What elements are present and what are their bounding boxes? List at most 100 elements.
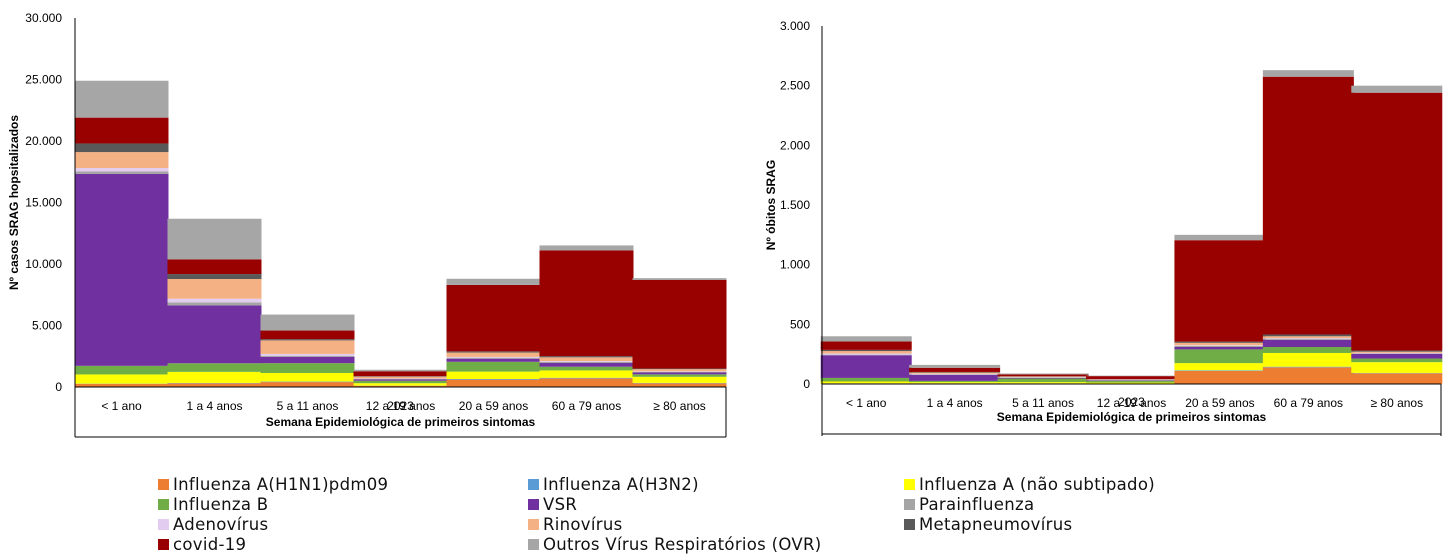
bar-segment-deaths-vsr bbox=[1174, 347, 1266, 350]
legend-swatch-parainfluenza bbox=[904, 498, 915, 510]
legend-label-adenovirus: Adenovírus bbox=[173, 514, 269, 534]
bar-segment-cases-influenza-a-nao-subtipado bbox=[632, 376, 727, 383]
y-axis-title-cases: Nº casos SRAG hopsitalizados bbox=[7, 115, 21, 290]
bar-segment-cases-influenza-b bbox=[446, 361, 541, 372]
legend-swatch-adenovirus bbox=[158, 518, 169, 530]
bar-segment-cases-covid-19 bbox=[539, 250, 634, 357]
category-label-deaths: 20 a 59 anos bbox=[1185, 396, 1254, 410]
bar-segment-cases-covid-19 bbox=[353, 371, 448, 377]
bar-segment-cases-influenza-a-nao-subtipado bbox=[446, 371, 541, 380]
bar-segment-cases-metapneumovirus bbox=[74, 143, 169, 153]
bar-segment-deaths-rinovirus bbox=[997, 376, 1089, 378]
bar-segment-deaths-influenza-a-nao-subtipado bbox=[997, 382, 1089, 384]
legend-item-h1n1: Influenza A(H1N1)pdm09 bbox=[158, 474, 388, 494]
bar-segment-deaths-adenovirus bbox=[1174, 345, 1266, 346]
bar-segment-cases-influenza-a-nao-subtipado bbox=[260, 372, 355, 382]
category-label-cases: 1 a 4 anos bbox=[186, 399, 242, 413]
bar-segment-deaths-vsr bbox=[1086, 380, 1177, 381]
legend-item-flua-ns: Influenza A (não subtipado) bbox=[904, 474, 1155, 494]
bar-segment-cases-vsr bbox=[260, 356, 355, 364]
bar-segment-deaths-covid-19 bbox=[997, 374, 1089, 377]
legend-label-ovr: Outros Vírus Respiratórios (OVR) bbox=[543, 534, 822, 554]
bar-segment-cases-vsr bbox=[539, 363, 634, 367]
bar-segment-cases-influenza-b bbox=[539, 366, 634, 371]
bar-segment-deaths-adenovirus bbox=[820, 353, 912, 355]
bar-segment-cases-metapneumovirus bbox=[167, 274, 262, 280]
bar-segment-deaths-influenza-a-nao-subtipado bbox=[1351, 362, 1443, 373]
bar-segment-cases-influenza-a-h1n1-pdm09 bbox=[260, 382, 355, 387]
bar-segment-cases-vsr bbox=[167, 305, 262, 364]
bar-segment-deaths-outros-virus-respiratorios-ovr bbox=[1174, 234, 1266, 241]
category-label-cases: < 1 ano bbox=[101, 399, 142, 413]
bar-segment-cases-adenovirus bbox=[539, 361, 634, 362]
bar-segment-deaths-adenovirus bbox=[1262, 338, 1354, 339]
bar-segment-cases-parainfluenza bbox=[539, 361, 634, 364]
legend-item-rinovirus: Rinovírus bbox=[528, 514, 623, 534]
bar-segment-cases-influenza-a-h1n1-pdm09 bbox=[632, 383, 727, 387]
bar-segment-cases-influenza-b bbox=[353, 380, 448, 384]
bar-segment-deaths-vsr bbox=[1351, 353, 1443, 359]
bar-segment-cases-rinovirus bbox=[539, 357, 634, 362]
x-axis-title-cases: Semana Epidemiológica de primeiros sinto… bbox=[266, 415, 536, 429]
year-label-deaths: 2023 bbox=[1118, 395, 1145, 409]
legend-swatch-ovr bbox=[528, 538, 539, 550]
bar-segment-cases-metapneumovirus bbox=[632, 368, 727, 370]
bar-segment-deaths-metapneumovirus bbox=[1174, 341, 1266, 343]
bar-segment-deaths-vsr bbox=[820, 355, 912, 378]
bar-segment-deaths-rinovirus bbox=[1262, 336, 1354, 339]
bar-segment-deaths-outros-virus-respiratorios-ovr bbox=[1351, 85, 1443, 93]
legend-label-h3n2: Influenza A(H3N2) bbox=[543, 474, 699, 494]
legend-item-h3n2: Influenza A(H3N2) bbox=[528, 474, 699, 494]
bar-segment-deaths-influenza-a-nao-subtipado bbox=[1262, 352, 1354, 367]
bar-segment-cases-outros-virus-respiratorios-ovr bbox=[353, 369, 448, 372]
ytick-label-deaths: 500 bbox=[790, 317, 810, 331]
bar-segment-deaths-outros-virus-respiratorios-ovr bbox=[1262, 70, 1354, 77]
category-label-cases: 20 a 59 anos bbox=[459, 399, 528, 413]
bar-segment-cases-influenza-a-h3n2 bbox=[539, 377, 634, 379]
bar-segment-cases-outros-virus-respiratorios-ovr bbox=[167, 218, 262, 260]
ytick-label-cases: 15.000 bbox=[25, 196, 62, 210]
bar-segment-cases-vsr bbox=[446, 358, 541, 362]
bar-segment-deaths-rinovirus bbox=[909, 372, 1001, 374]
bar-segment-deaths-influenza-a-h1n1-pdm09 bbox=[1351, 373, 1443, 384]
bar-segment-deaths-covid-19 bbox=[909, 367, 1001, 372]
legend-label-rinovirus: Rinovírus bbox=[543, 514, 623, 534]
bar-segment-cases-influenza-b bbox=[74, 365, 169, 375]
bar-segment-deaths-influenza-b bbox=[997, 378, 1089, 383]
bar-segment-deaths-parainfluenza bbox=[820, 354, 912, 356]
legend-swatch-covid bbox=[158, 538, 169, 550]
bar-segment-deaths-influenza-a-h3n2 bbox=[1262, 366, 1354, 368]
charts-canvas: 0 5.000 10.000 15.000 20.000 25.000 30.000 Nº c… bbox=[7, 11, 1443, 438]
legend-label-h1n1: Influenza A(H1N1)pdm09 bbox=[173, 474, 389, 494]
legend-swatch-vsr bbox=[528, 498, 539, 510]
ytick-label-deaths: 3.000 bbox=[780, 19, 810, 33]
bar-segment-deaths-rinovirus bbox=[820, 351, 912, 354]
bar-segment-cases-rinovirus bbox=[632, 369, 727, 372]
ytick-label-cases: 0 bbox=[55, 380, 62, 394]
bar-segment-deaths-influenza-b bbox=[820, 377, 912, 382]
bar-segment-deaths-influenza-a-h1n1-pdm09 bbox=[1174, 370, 1266, 384]
bar-segment-cases-outros-virus-respiratorios-ovr bbox=[446, 278, 541, 285]
legend-swatch-h3n2 bbox=[528, 478, 539, 490]
legend-label-metapneumovirus: Metapneumovírus bbox=[919, 514, 1073, 534]
bar-segment-deaths-rinovirus bbox=[1174, 342, 1266, 346]
category-label-deaths: < 1 ano bbox=[846, 396, 887, 410]
bar-segment-cases-influenza-a-h1n1-pdm09 bbox=[167, 383, 262, 387]
legend-item-parainfluenza: Parainfluenza bbox=[904, 494, 1034, 514]
legend-swatch-rinovirus bbox=[528, 518, 539, 530]
bar-segment-cases-vsr bbox=[353, 379, 448, 381]
bar-segment-deaths-influenza-a-nao-subtipado bbox=[1174, 363, 1266, 371]
legend-swatch-h1n1 bbox=[158, 478, 169, 490]
bar-segment-deaths-rinovirus bbox=[1351, 351, 1443, 353]
bar-segment-cases-influenza-a-h3n2 bbox=[446, 379, 541, 380]
bar-segment-deaths-outros-virus-respiratorios-ovr bbox=[909, 364, 1001, 368]
bar-segment-cases-metapneumovirus bbox=[539, 356, 634, 358]
bar-segment-cases-influenza-b bbox=[260, 363, 355, 373]
bar-segment-cases-influenza-a-nao-subtipado bbox=[167, 371, 262, 383]
bar-segment-cases-covid-19 bbox=[260, 330, 355, 340]
legend-label-parainfluenza: Parainfluenza bbox=[919, 494, 1035, 514]
bar-segment-cases-covid-19 bbox=[446, 284, 541, 352]
category-label-deaths: 5 a 11 anos bbox=[1012, 396, 1074, 410]
legend-item-covid: covid-19 bbox=[158, 534, 246, 554]
bar-segment-deaths-influenza-b bbox=[1262, 347, 1354, 353]
